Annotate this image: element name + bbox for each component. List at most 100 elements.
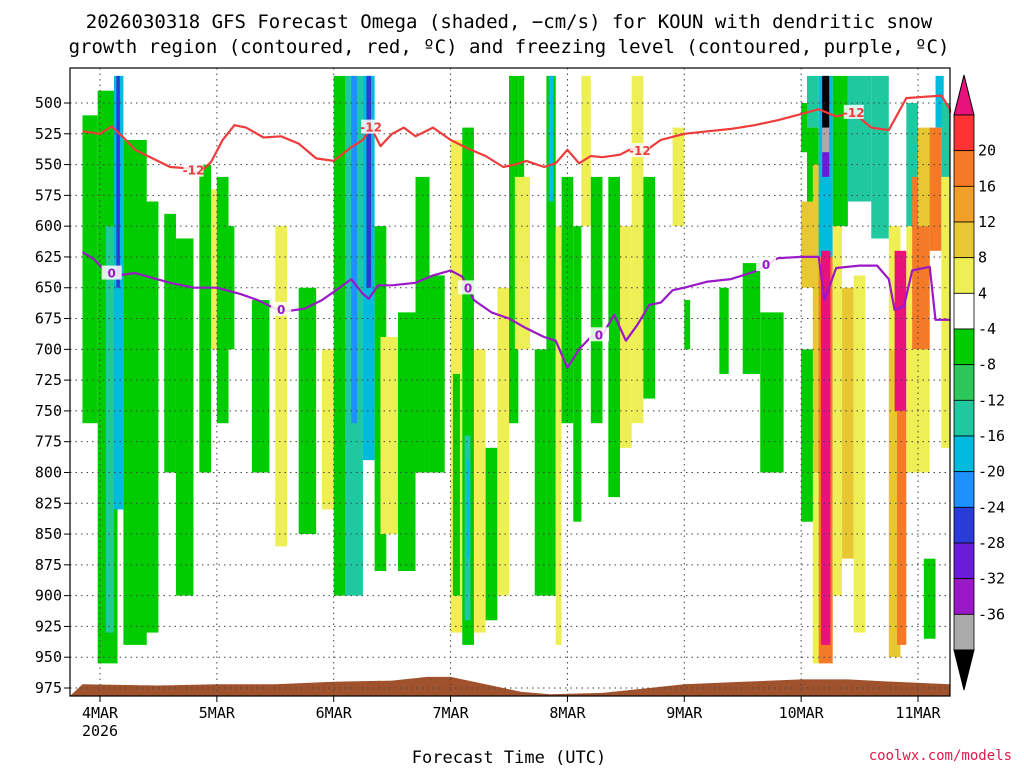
omega-cell-71 [847, 75, 872, 202]
omega-cell-75 [888, 349, 901, 658]
omega-cell-83 [935, 75, 944, 128]
freezing-label-0: 0 [108, 267, 116, 281]
colorbar-label-12: -32 [978, 570, 1005, 588]
colorbar-label-5: -4 [978, 320, 996, 338]
colorbar-swatch-5 [953, 292, 975, 330]
terrain-area [70, 676, 950, 696]
colorbar: 20 16 12 8 4 -4 -8 -12 -16 -20 -24 -28 -32 -36 [953, 74, 1005, 691]
y-tick-label-525: 525 [35, 125, 62, 143]
dgz-label-1: -12 [360, 121, 382, 135]
omega-cell-54 [760, 312, 784, 473]
y-tick-label-850: 850 [35, 525, 62, 543]
y-tick-label-600: 600 [35, 217, 62, 235]
y-tick-label-925: 925 [35, 617, 62, 635]
x-tick-label-10MAR: 10MAR [779, 704, 825, 722]
y-tick-label-700: 700 [35, 340, 62, 358]
freezing-label-4: 0 [762, 258, 770, 272]
omega-cell-21 [366, 75, 372, 288]
omega-cell-76 [894, 250, 907, 411]
x-tick-label-7MAR: 7MAR [433, 704, 470, 722]
omega-cell-37 [514, 176, 531, 350]
x-tick-label-5MAR: 5MAR [199, 704, 236, 722]
omega-cell-64 [821, 250, 831, 645]
omega-cell-69 [832, 226, 843, 596]
x-tick-label-6MAR: 6MAR [316, 704, 353, 722]
y-tick-label-750: 750 [35, 402, 62, 420]
omega-cell-66 [822, 127, 830, 153]
x-tick-label-11MAR: 11MAR [895, 704, 941, 722]
freezing-label-bg-2 [458, 280, 479, 295]
omega-cell-31 [466, 460, 470, 559]
omega-cell-65 [822, 75, 830, 128]
omega-cell-19 [351, 75, 358, 424]
omega-cell-44 [581, 75, 591, 227]
omega-cell-0 [82, 115, 98, 424]
omega-cell-38 [534, 349, 547, 596]
colorbar-swatch-4 [953, 257, 975, 294]
omega-cell-10 [211, 189, 217, 350]
x-tick-label-8MAR: 8MAR [549, 704, 586, 722]
omega-cell-25 [415, 176, 430, 473]
omega-cell-33 [485, 447, 498, 621]
omega-cell-13 [251, 300, 270, 473]
colorbar-swatch-7 [953, 364, 975, 401]
dgz-label-3: -12 [843, 106, 865, 120]
y-tick-label-900: 900 [35, 587, 62, 605]
dgz-line [82, 94, 952, 175]
dgz-label-bg-1 [361, 119, 382, 134]
y-tick-label-625: 625 [35, 248, 62, 266]
omega-cell-45 [590, 176, 603, 424]
colorbar-label-3: 8 [978, 249, 987, 267]
colorbar-swatch-13 [953, 578, 975, 615]
omega-cell-70 [842, 287, 854, 559]
y-tick-label-825: 825 [35, 494, 62, 512]
colorbar-label-2: 12 [978, 213, 996, 231]
chart-title-line2: growth region (contoured, red, ºC) and f… [69, 36, 950, 58]
colorbar-swatch-0 [953, 114, 975, 152]
omega-shading [82, 75, 950, 664]
colorbar-swatch-11 [953, 506, 975, 544]
dgz-label-0: -12 [183, 164, 205, 178]
colorbar-bottom-triangle [953, 649, 975, 691]
colorbar-swatch-2 [953, 185, 975, 223]
y-tick-label-725: 725 [35, 371, 62, 389]
freezing-label-bg-0 [101, 265, 122, 280]
colorbar-label-9: -20 [978, 463, 1005, 481]
x-tick-label-4MAR: 4MAR [82, 704, 119, 722]
omega-cell-68 [832, 75, 848, 227]
omega-cell-48 [631, 75, 644, 424]
freezing-label-3: 0 [595, 328, 603, 342]
omega-cell-12 [228, 226, 235, 350]
colorbar-label-13: -36 [978, 605, 1005, 623]
colorbar-swatch-1 [953, 150, 975, 187]
omega-cell-46 [608, 176, 621, 498]
colorbar-label-6: -8 [978, 356, 996, 374]
freezing-label-2: 0 [464, 281, 472, 295]
chart-title-line1: 2026030318 GFS Forecast Omega (shaded, −… [86, 11, 933, 33]
colorbar-label-0: 20 [978, 142, 996, 160]
omega-cell-61 [812, 472, 825, 664]
colorbar-label-7: -12 [978, 391, 1005, 409]
y-tick-label-875: 875 [35, 556, 62, 574]
omega-cell-3 [114, 75, 124, 510]
omega-cell-40 [548, 75, 554, 202]
omega-cell-16 [322, 349, 334, 510]
omega-cell-11 [216, 176, 229, 424]
colorbar-swatch-3 [953, 221, 975, 259]
omega-cell-82 [923, 558, 936, 639]
omega-cell-41 [555, 226, 562, 645]
freezing-label-bg-4 [756, 256, 777, 271]
omega-cell-6 [140, 201, 159, 633]
omega-cell-85 [941, 176, 950, 448]
colorbar-swatch-9 [953, 435, 975, 473]
omega-cell-7 [164, 213, 176, 473]
colorbar-label-11: -28 [978, 534, 1005, 552]
x-tick-sublabel-year: 2026 [82, 722, 118, 740]
colorbar-label-8: -16 [978, 427, 1005, 445]
y-tick-label-975: 975 [35, 679, 62, 697]
omega-cell-32 [473, 349, 486, 633]
omega-cell-39 [546, 75, 556, 596]
omega-cell-49 [643, 176, 656, 399]
omega-cell-8 [175, 238, 194, 596]
colorbar-label-1: 16 [978, 177, 996, 195]
